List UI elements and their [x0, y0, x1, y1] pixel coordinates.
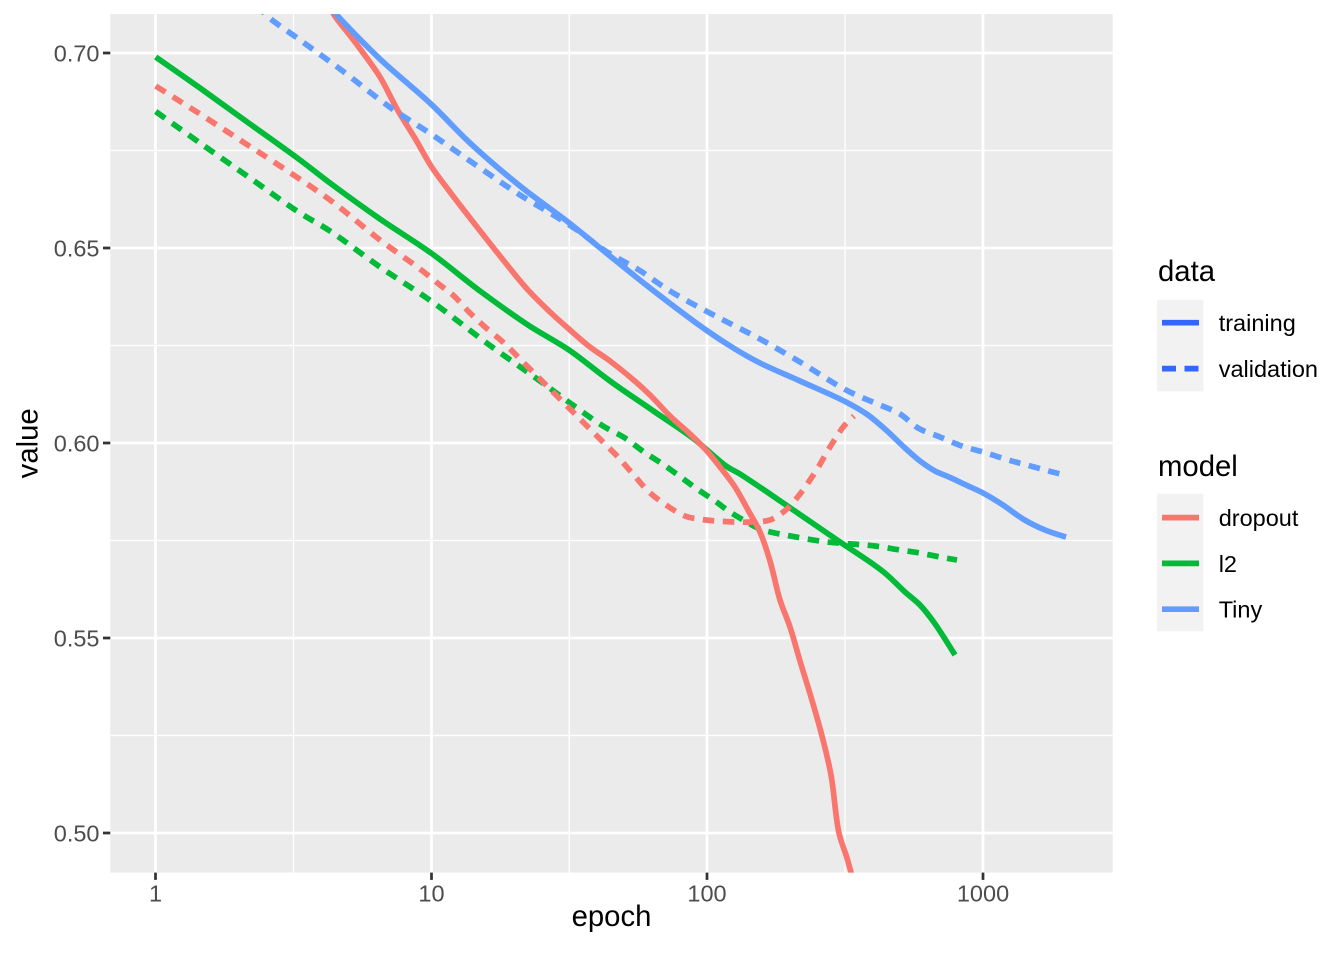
svg-text:0.70: 0.70	[54, 40, 100, 66]
svg-text:model: model	[1158, 450, 1238, 483]
svg-text:0.55: 0.55	[54, 625, 100, 651]
svg-text:validation: validation	[1219, 356, 1318, 382]
svg-text:100: 100	[687, 881, 726, 907]
svg-text:l2: l2	[1219, 551, 1237, 577]
svg-text:data: data	[1158, 255, 1216, 288]
svg-text:1: 1	[149, 881, 162, 907]
svg-text:value: value	[12, 408, 45, 478]
svg-text:Tiny: Tiny	[1219, 597, 1263, 623]
svg-text:1000: 1000	[957, 881, 1009, 907]
svg-text:0.60: 0.60	[54, 430, 100, 456]
svg-text:training: training	[1219, 310, 1296, 336]
svg-text:epoch: epoch	[572, 900, 652, 933]
svg-text:0.50: 0.50	[54, 820, 100, 846]
svg-text:10: 10	[418, 881, 444, 907]
svg-text:dropout: dropout	[1219, 505, 1299, 531]
svg-text:0.65: 0.65	[54, 235, 100, 261]
